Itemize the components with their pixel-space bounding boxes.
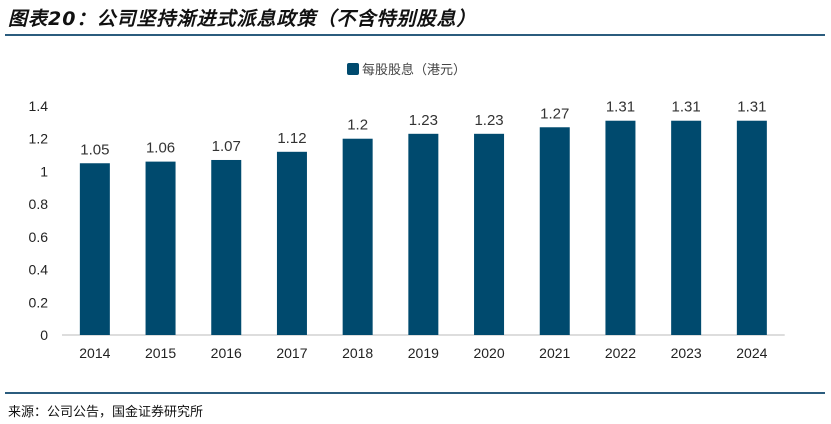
bar (276, 151, 307, 335)
legend-swatch (347, 63, 359, 75)
bar (671, 120, 702, 335)
legend-label: 每股股息（港元） (362, 62, 466, 78)
x-tick-label: 2021 (539, 345, 570, 361)
x-tick-label: 2019 (408, 345, 439, 361)
y-tick-label: 0 (40, 327, 48, 343)
y-tick-label: 1.2 (29, 131, 49, 147)
y-tick-label: 0.4 (29, 262, 49, 278)
bar (145, 161, 176, 335)
bar (408, 133, 439, 335)
x-tick-label: 2024 (736, 345, 767, 361)
bar (605, 120, 636, 335)
data-label: 1.27 (540, 105, 569, 122)
figure-title: 图表20：公司坚持渐进式派息政策（不含特别股息） (8, 8, 477, 30)
bar (211, 159, 242, 335)
source-divider (5, 392, 825, 394)
data-label: 1.07 (212, 138, 241, 155)
y-tick-label: 0.8 (29, 196, 49, 212)
data-label: 1.31 (672, 99, 701, 116)
bar (539, 127, 570, 335)
x-tick-label: 2022 (605, 345, 636, 361)
data-label: 1.05 (80, 141, 109, 158)
source-note: 来源：公司公告，国金证券研究所 (8, 405, 204, 420)
bar (736, 120, 767, 335)
y-tick-label: 0.6 (29, 229, 49, 245)
x-tick-label: 2023 (671, 345, 702, 361)
y-tick-label: 1.4 (29, 98, 49, 114)
x-tick-label: 2020 (473, 345, 504, 361)
data-label: 1.31 (737, 99, 766, 116)
x-tick-label: 2014 (79, 345, 110, 361)
x-tick-label: 2015 (145, 345, 176, 361)
bar (474, 133, 505, 335)
x-tick-label: 2016 (211, 345, 242, 361)
data-label: 1.2 (347, 117, 368, 134)
title-divider (5, 34, 825, 36)
data-label: 1.06 (146, 140, 175, 157)
data-label: 1.31 (606, 99, 635, 116)
bar (342, 138, 373, 335)
y-tick-label: 0.2 (29, 294, 49, 310)
y-tick-label: 1 (40, 163, 48, 179)
bar (79, 163, 110, 335)
data-label: 1.23 (409, 112, 438, 129)
x-tick-label: 2018 (342, 345, 373, 361)
data-label: 1.23 (474, 112, 503, 129)
x-tick-label: 2017 (276, 345, 307, 361)
data-label: 1.12 (277, 130, 306, 147)
